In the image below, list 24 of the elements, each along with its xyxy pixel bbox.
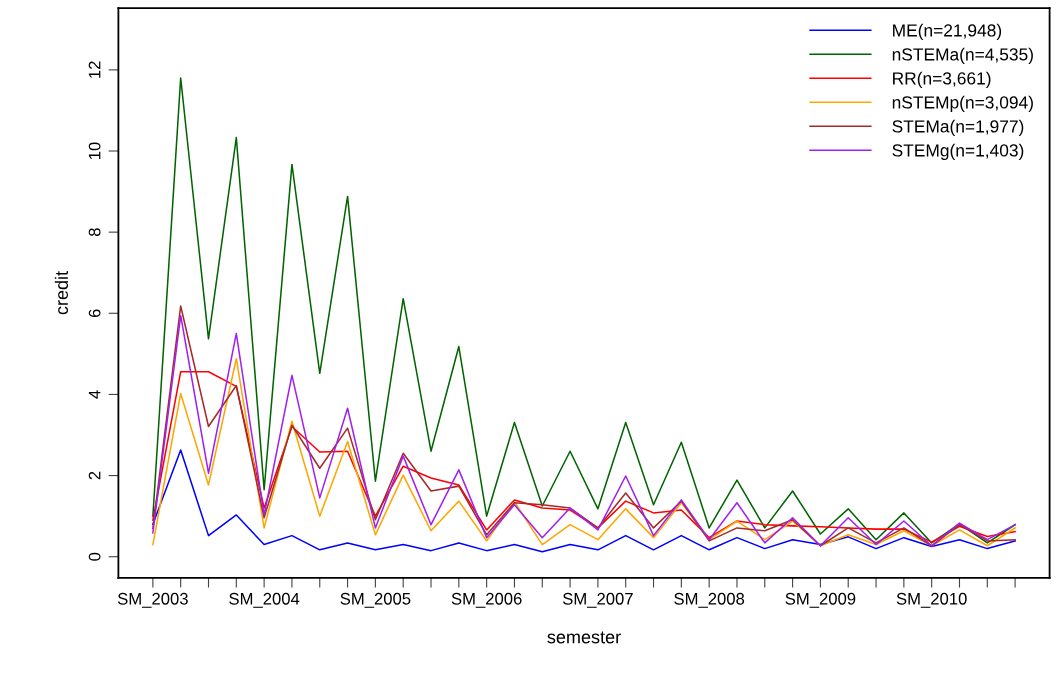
legend-label: nSTEMp(n=3,094) bbox=[892, 95, 1033, 112]
x-tick-label: SM_2004 bbox=[229, 592, 300, 608]
y-tick-label: 4 bbox=[88, 390, 101, 399]
x-tick-label: SM_2005 bbox=[340, 592, 411, 608]
line-series bbox=[152, 449, 1016, 553]
y-axis-title: credit bbox=[54, 271, 69, 315]
y-tick-label: 0 bbox=[88, 552, 101, 561]
legend-label: ME(n=21,948) bbox=[893, 23, 1002, 40]
legend-label: nSTEMa(n=4,535) bbox=[892, 47, 1033, 64]
y-tick-label: 10 bbox=[88, 142, 101, 159]
y-tick-label: 6 bbox=[88, 309, 101, 318]
legend-label: RR(n=3,661) bbox=[893, 71, 991, 88]
x-axis-title: semester bbox=[547, 631, 621, 644]
y-tick-label: 12 bbox=[88, 61, 101, 78]
x-tick-label: SM_2003 bbox=[117, 592, 188, 608]
y-tick-label: 8 bbox=[88, 228, 101, 237]
legend-label: STEMa(n=1,977) bbox=[892, 119, 1024, 136]
y-tick-label: 2 bbox=[88, 471, 101, 480]
x-tick-label: SM_2008 bbox=[674, 592, 745, 608]
x-tick-label: SM_2010 bbox=[896, 592, 967, 608]
x-tick-label: SM_2009 bbox=[785, 592, 856, 608]
x-tick-label: SM_2006 bbox=[451, 592, 522, 608]
legend-label: STEMg(n=1,403) bbox=[892, 143, 1024, 160]
x-tick-label: SM_2007 bbox=[562, 592, 633, 608]
